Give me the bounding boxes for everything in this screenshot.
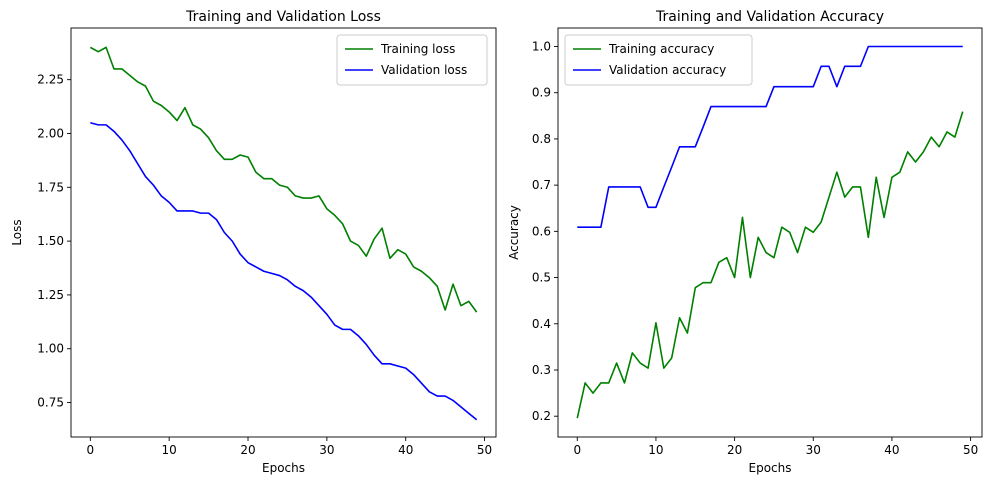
- plot-frame: [70, 27, 497, 438]
- legend-box: [564, 34, 753, 86]
- chart-title: Training and Validation Accuracy: [655, 9, 884, 25]
- y-tick-label: 1.00: [37, 342, 64, 356]
- legend-box: [336, 34, 488, 86]
- legend-entry: Validation accuracy: [609, 63, 726, 77]
- y-tick-label: 0.3: [532, 363, 551, 377]
- y-tick-label: 0.4: [532, 317, 551, 331]
- y-tick-label: 0.75: [37, 396, 64, 410]
- y-tick-label: 0.7: [532, 178, 551, 192]
- x-tick-label: 10: [162, 443, 177, 457]
- y-tick-label: 0.6: [532, 224, 551, 238]
- y-tick-label: 2.00: [37, 126, 64, 140]
- x-tick-label: 50: [963, 443, 978, 457]
- y-tick-label: 0.2: [532, 409, 551, 423]
- y-tick-label: 1.50: [37, 234, 64, 248]
- x-axis-label: Epochs: [262, 461, 305, 475]
- y-tick-label: 1.75: [37, 180, 64, 194]
- chart-title: Training and Validation Loss: [185, 9, 381, 25]
- series-line-validation-accuracy: [577, 45, 963, 228]
- legend: Training loss Validation loss: [336, 34, 488, 86]
- x-tick-label: 0: [573, 443, 581, 457]
- plot-frame: [557, 27, 983, 438]
- legend: Training accuracy Validation accuracy: [564, 34, 753, 86]
- x-tick-label: 10: [648, 443, 663, 457]
- series-line-training-loss: [89, 46, 478, 313]
- legend-entry: Training loss: [380, 42, 455, 56]
- x-tick-label: 0: [86, 443, 94, 457]
- x-tick-label: 20: [727, 443, 742, 457]
- legend-entry: Validation loss: [381, 63, 467, 77]
- y-axis-label: Accuracy: [507, 205, 521, 260]
- x-tick-label: 30: [319, 443, 334, 457]
- x-tick-label: 30: [806, 443, 821, 457]
- series-line-training-accuracy: [576, 111, 964, 419]
- y-tick-label: 0.9: [532, 86, 551, 100]
- x-tick-label: 50: [477, 443, 492, 457]
- y-tick-label: 0.5: [532, 271, 551, 285]
- x-tick-label: 40: [884, 443, 899, 457]
- chart-2: 0 10 20 30 40 50 0.2 0.3 0.4 0.5 0.6 0.7 0.8 0.9 1.0 Tr…: [507, 9, 983, 475]
- x-tick-label: 40: [398, 443, 413, 457]
- series-line-validation-loss: [90, 121, 478, 421]
- y-tick-label: 0.8: [532, 132, 551, 146]
- y-tick-label: 2.25: [37, 73, 64, 87]
- y-axis-label: Loss: [10, 219, 24, 245]
- y-tick-label: 1.0: [532, 39, 551, 53]
- y-tick-label: 1.25: [37, 288, 64, 302]
- chart-1: 0 10 20 30 40 50 0.75 1.00 1.25 1.50 1.75 2.00 2.25 T…: [10, 9, 497, 475]
- x-axis-label: Epochs: [749, 461, 792, 475]
- legend-entry: Training accuracy: [608, 42, 714, 56]
- x-tick-label: 20: [240, 443, 255, 457]
